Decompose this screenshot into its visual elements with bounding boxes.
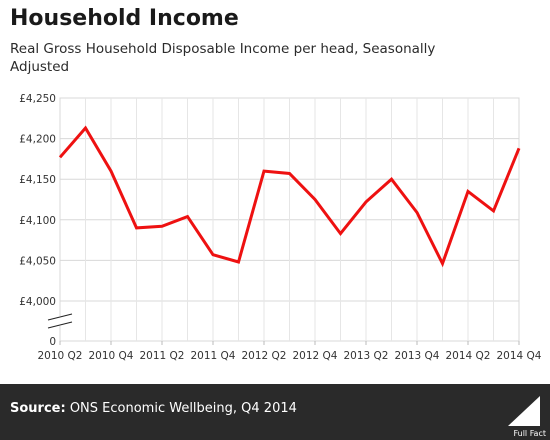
series-line (58, 125, 521, 268)
y-tick-label: £4,150 (19, 174, 56, 186)
logo-text: Full Fact (513, 429, 546, 438)
x-tick-label: 2013 Q4 (394, 350, 439, 362)
axis-break-gap (48, 316, 72, 326)
y-tick-label: £4,250 (19, 93, 56, 105)
y-tick-label: £4,000 (19, 296, 56, 308)
footer: Source: ONS Economic Wellbeing, Q4 2014 … (0, 384, 550, 440)
x-tick-label: 2011 Q2 (139, 350, 184, 362)
axis-break-mark (47, 321, 73, 329)
y-tick-label: £4,100 (19, 215, 56, 227)
source-note: Source: ONS Economic Wellbeing, Q4 2014 (10, 401, 297, 416)
x-tick-label: 2010 Q2 (37, 350, 82, 362)
chart-subtitle: Real Gross Household Disposable Income p… (10, 41, 436, 75)
y-tick-label: £4,200 (19, 134, 56, 146)
source-text: ONS Economic Wellbeing, Q4 2014 (69, 401, 297, 416)
x-tick-label: 2014 Q4 (496, 350, 541, 362)
source-label: Source: (10, 401, 66, 416)
line-chart: £4,250 £4,200 £4,150 £4,100 £4,050 £4,000 0 201… (19, 93, 542, 362)
axis-break-mark (47, 313, 73, 321)
y-tick-label: £4,050 (19, 255, 56, 267)
x-tick-label: 2010 Q4 (88, 350, 133, 362)
x-tick-label: 2012 Q4 (292, 350, 337, 362)
chart-title: Household Income (10, 6, 239, 31)
x-tick-label: 2013 Q2 (343, 350, 388, 362)
y-tick-label: 0 (49, 336, 56, 348)
x-tick-label: 2011 Q4 (190, 350, 235, 362)
x-tick-label: 2014 Q2 (445, 350, 490, 362)
x-tick-label: 2012 Q2 (241, 350, 286, 362)
full-fact-logo-icon (508, 396, 540, 426)
